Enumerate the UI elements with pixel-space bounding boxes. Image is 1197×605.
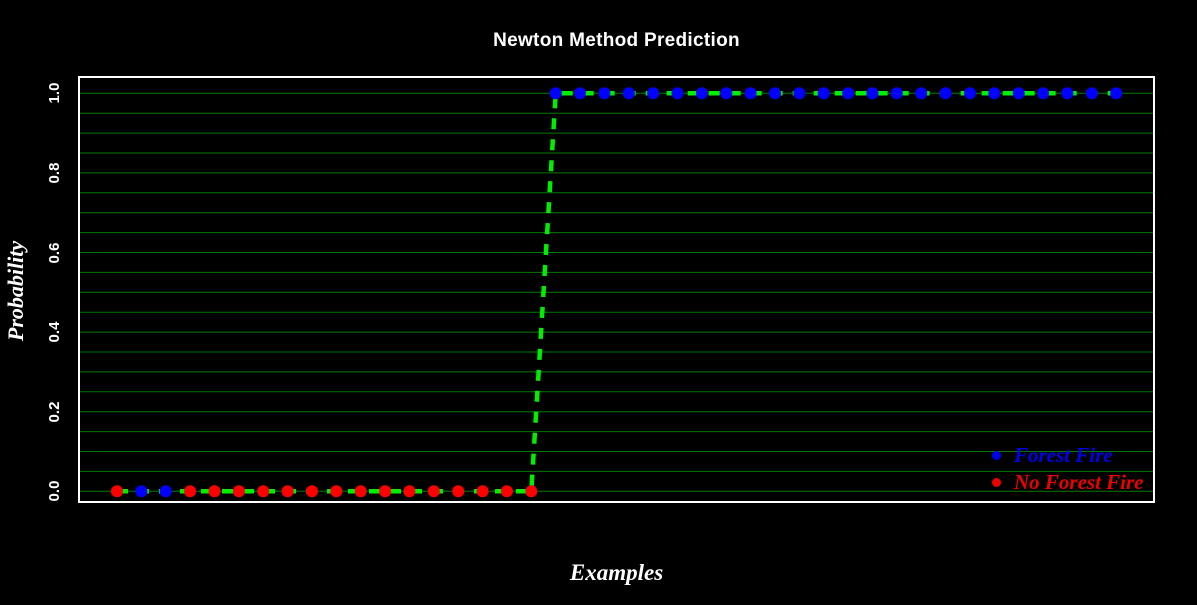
data-point bbox=[232, 485, 245, 498]
plot-area: Forest Fire No Forest Fire bbox=[78, 76, 1155, 503]
data-point bbox=[500, 485, 513, 498]
data-point bbox=[257, 485, 270, 498]
data-point bbox=[988, 87, 1001, 100]
data-point bbox=[1061, 87, 1074, 100]
data-point bbox=[890, 87, 903, 100]
data-point bbox=[671, 87, 684, 100]
data-point bbox=[622, 87, 635, 100]
data-point bbox=[769, 87, 781, 100]
data-point bbox=[939, 87, 952, 100]
data-point bbox=[159, 485, 172, 498]
legend: Forest Fire No Forest Fire bbox=[992, 442, 1144, 496]
y-tick-label: 0.2 bbox=[46, 401, 63, 423]
no-forest-fire-dot-icon bbox=[992, 478, 1001, 487]
data-point bbox=[427, 485, 440, 498]
data-point bbox=[1085, 87, 1098, 100]
legend-label-forest-fire: Forest Fire bbox=[1014, 443, 1113, 467]
data-point bbox=[793, 87, 806, 100]
data-point bbox=[720, 87, 733, 100]
data-point bbox=[1037, 87, 1050, 100]
y-tick-label: 0.4 bbox=[46, 321, 63, 343]
plot-svg bbox=[80, 87, 1153, 498]
data-point bbox=[379, 485, 392, 498]
legend-label-no-forest-fire: No Forest Fire bbox=[1014, 470, 1144, 494]
data-point bbox=[964, 87, 976, 100]
data-point bbox=[866, 87, 879, 100]
data-point bbox=[354, 485, 367, 498]
y-tick-label: 1.0 bbox=[46, 82, 63, 104]
data-point bbox=[842, 87, 855, 100]
data-point bbox=[1110, 87, 1123, 100]
data-point bbox=[476, 485, 489, 498]
data-point bbox=[306, 485, 318, 498]
y-axis-ticks: 0.0 0.2 0.4 0.6 0.8 1.0 bbox=[0, 78, 78, 502]
data-point bbox=[184, 485, 197, 498]
chart-title: Newton Method Prediction bbox=[493, 30, 740, 51]
data-point bbox=[647, 87, 660, 100]
y-tick-label: 0.8 bbox=[46, 162, 63, 184]
data-point bbox=[330, 485, 343, 498]
data-point bbox=[452, 485, 465, 498]
data-point bbox=[598, 87, 611, 100]
data-point bbox=[525, 485, 538, 498]
data-point bbox=[281, 485, 294, 498]
legend-item-forest-fire: Forest Fire bbox=[992, 442, 1144, 469]
data-point bbox=[208, 485, 221, 498]
forest-fire-dot-icon bbox=[992, 451, 1001, 460]
y-tick-label: 0.6 bbox=[46, 242, 63, 264]
data-point bbox=[915, 87, 928, 100]
data-point bbox=[574, 87, 586, 100]
data-point bbox=[817, 87, 830, 100]
data-point bbox=[695, 87, 708, 100]
x-axis-label: Examples bbox=[569, 560, 664, 585]
data-point bbox=[549, 87, 562, 100]
y-tick-label: 0.0 bbox=[46, 480, 63, 502]
data-point bbox=[1012, 87, 1025, 100]
data-point bbox=[403, 485, 416, 498]
data-point bbox=[111, 485, 123, 498]
legend-item-no-forest-fire: No Forest Fire bbox=[992, 469, 1144, 496]
data-point bbox=[744, 87, 757, 100]
data-point bbox=[135, 485, 148, 498]
